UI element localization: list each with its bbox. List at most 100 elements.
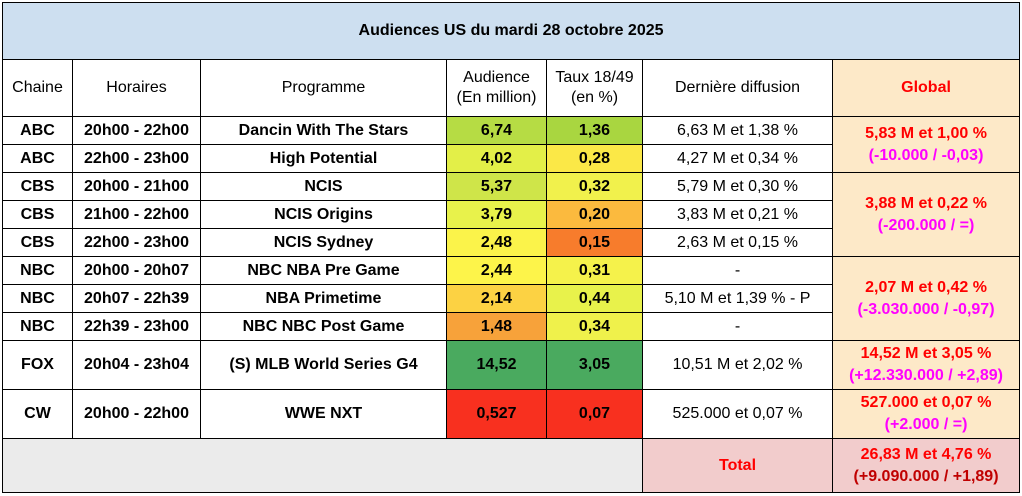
header-taux-line1: Taux 18/49: [555, 69, 634, 86]
total-label: Total: [642, 438, 833, 493]
cell-taux: 0,28: [546, 144, 643, 173]
cell-horaires: 22h39 - 23h00: [72, 312, 201, 341]
total-main: 26,83 M et 4,76 %: [860, 445, 992, 463]
cell-global-abc: 5,83 M et 1,00 % (-10.000 / -0,03): [831, 116, 1021, 173]
table-title: Audiences US du mardi 28 octobre 2025: [1, 2, 1021, 60]
cell-audience: 4,02: [446, 144, 547, 173]
header-derniere-diffusion: Dernière diffusion: [642, 59, 833, 117]
header-horaires: Horaires: [72, 59, 201, 117]
table-row: CW 20h00 - 22h00 WWE NXT 0,527 0,07 525.…: [2, 389, 1021, 439]
total-diff: (+9.090.000 / +1,89): [853, 467, 999, 485]
cell-derniere: -: [642, 256, 833, 285]
table-row: ABC 20h00 - 22h00 Dancin With The Stars …: [2, 116, 1021, 173]
cell-global-fox: 14,52 M et 3,05 % (+12.330.000 / +2,89): [831, 340, 1021, 390]
cell-horaires: 20h00 - 20h07: [72, 256, 201, 285]
global-fox-main: 14,52 M et 3,05 %: [860, 345, 992, 362]
cell-programme: NCIS: [200, 172, 447, 201]
cell-audience: 5,37: [446, 172, 547, 201]
cell-chaine: ABC: [2, 144, 73, 173]
cell-taux: 0,34: [546, 312, 643, 341]
cell-audience: 0,527: [446, 389, 547, 439]
cell-derniere: 525.000 et 0,07 %: [642, 389, 833, 439]
cell-programme: Dancin With The Stars: [200, 116, 447, 145]
table-row: CBS 20h00 - 21h00 NCIS 5,37 0,32 5,79 M …: [2, 172, 1021, 257]
cell-taux: 0,31: [546, 256, 643, 285]
global-nbc-main: 2,07 M et 0,42 %: [865, 278, 987, 296]
cell-programme: WWE NXT: [200, 389, 447, 439]
header-global: Global: [831, 59, 1021, 117]
cell-horaires: 20h04 - 23h04: [72, 340, 201, 390]
table-row: CBS 22h00 - 23h00 NCIS Sydney 2,48 0,15 …: [2, 228, 1020, 257]
cell-taux: 3,05: [546, 340, 643, 390]
cell-programme: (S) MLB World Series G4: [200, 340, 447, 390]
header-audience-line2: (En million): [456, 89, 537, 106]
cell-derniere: 4,27 M et 0,34 %: [642, 144, 833, 173]
cell-horaires: 20h00 - 22h00: [72, 389, 201, 439]
total-row: Total 26,83 M et 4,76 % (+9.090.000 / +1,…: [2, 438, 1021, 493]
cell-derniere: 10,51 M et 2,02 %: [642, 340, 833, 390]
header-audience: Audience (En million): [446, 59, 547, 117]
cell-derniere: 5,10 M et 1,39 % - P: [642, 284, 833, 313]
cell-programme: NBC NBC Post Game: [200, 312, 447, 341]
cell-derniere: 6,63 M et 1,38 %: [642, 116, 833, 145]
cell-derniere: 3,83 M et 0,21 %: [642, 200, 833, 229]
cell-programme: NBC NBA Pre Game: [200, 256, 447, 285]
global-cw-main: 527.000 et 0,07 %: [860, 394, 992, 411]
header-audience-line1: Audience: [463, 69, 530, 86]
table-row: NBC 20h07 - 22h39 NBA Primetime 2,14 0,4…: [2, 284, 1020, 313]
cell-programme: NCIS Origins: [200, 200, 447, 229]
cell-chaine: NBC: [2, 312, 73, 341]
cell-taux: 0,32: [546, 172, 643, 201]
header-row: Chaine Horaires Programme Audience (En mi…: [2, 59, 1021, 117]
cell-global-cbs: 3,88 M et 0,22 % (-200.000 / =): [831, 172, 1021, 257]
cell-horaires: 22h00 - 23h00: [72, 228, 201, 257]
table-row: CBS 21h00 - 22h00 NCIS Origins 3,79 0,20…: [2, 200, 1020, 229]
global-cbs-diff: (-200.000 / =): [877, 216, 975, 234]
cell-chaine: NBC: [2, 256, 73, 285]
cell-chaine: CBS: [2, 172, 73, 201]
cell-chaine: NBC: [2, 284, 73, 313]
cell-derniere: 5,79 M et 0,30 %: [642, 172, 833, 201]
cell-taux: 0,07: [546, 389, 643, 439]
cell-global-cw: 527.000 et 0,07 % (+2.000 / =): [831, 389, 1021, 439]
cell-taux: 0,44: [546, 284, 643, 313]
cell-programme: NBA Primetime: [200, 284, 447, 313]
global-nbc-diff: (-3.030.000 / -0,97): [857, 300, 995, 318]
global-abc-diff: (-10.000 / -0,03): [868, 146, 984, 164]
header-taux: Taux 18/49 (en %): [546, 59, 643, 117]
cell-audience: 14,52: [446, 340, 547, 390]
cell-programme: NCIS Sydney: [200, 228, 447, 257]
cell-derniere: -: [642, 312, 833, 341]
cell-taux: 0,15: [546, 228, 643, 257]
cell-global-nbc: 2,07 M et 0,42 % (-3.030.000 / -0,97): [831, 256, 1021, 341]
cell-horaires: 21h00 - 22h00: [72, 200, 201, 229]
table-row: NBC 20h00 - 20h07 NBC NBA Pre Game 2,44 …: [2, 256, 1021, 341]
cell-audience: 3,79: [446, 200, 547, 229]
global-cbs-main: 3,88 M et 0,22 %: [865, 194, 987, 212]
cell-derniere: 2,63 M et 0,15 %: [642, 228, 833, 257]
cell-taux: 0,20: [546, 200, 643, 229]
cell-programme: High Potential: [200, 144, 447, 173]
cell-chaine: ABC: [2, 116, 73, 145]
total-empty-cell: [2, 438, 643, 493]
cell-chaine: CW: [2, 389, 73, 439]
title-row: Audiences US du mardi 28 octobre 2025: [1, 2, 1021, 60]
cell-taux: 1,36: [546, 116, 643, 145]
header-chaine: Chaine: [2, 59, 73, 117]
header-programme: Programme: [200, 59, 447, 117]
cell-horaires: 20h00 - 21h00: [72, 172, 201, 201]
cell-audience: 2,44: [446, 256, 547, 285]
cell-chaine: CBS: [2, 228, 73, 257]
total-value: 26,83 M et 4,76 % (+9.090.000 / +1,89): [831, 438, 1021, 493]
cell-horaires: 20h07 - 22h39: [72, 284, 201, 313]
cell-audience: 1,48: [446, 312, 547, 341]
global-cw-diff: (+2.000 / =): [884, 416, 968, 433]
table-row: ABC 22h00 - 23h00 High Potential 4,02 0,…: [2, 144, 1020, 173]
cell-horaires: 22h00 - 23h00: [72, 144, 201, 173]
cell-horaires: 20h00 - 22h00: [72, 116, 201, 145]
cell-audience: 2,14: [446, 284, 547, 313]
table-row: FOX 20h04 - 23h04 (S) MLB World Series G…: [2, 340, 1021, 390]
global-abc-main: 5,83 M et 1,00 %: [865, 124, 987, 142]
cell-chaine: FOX: [2, 340, 73, 390]
